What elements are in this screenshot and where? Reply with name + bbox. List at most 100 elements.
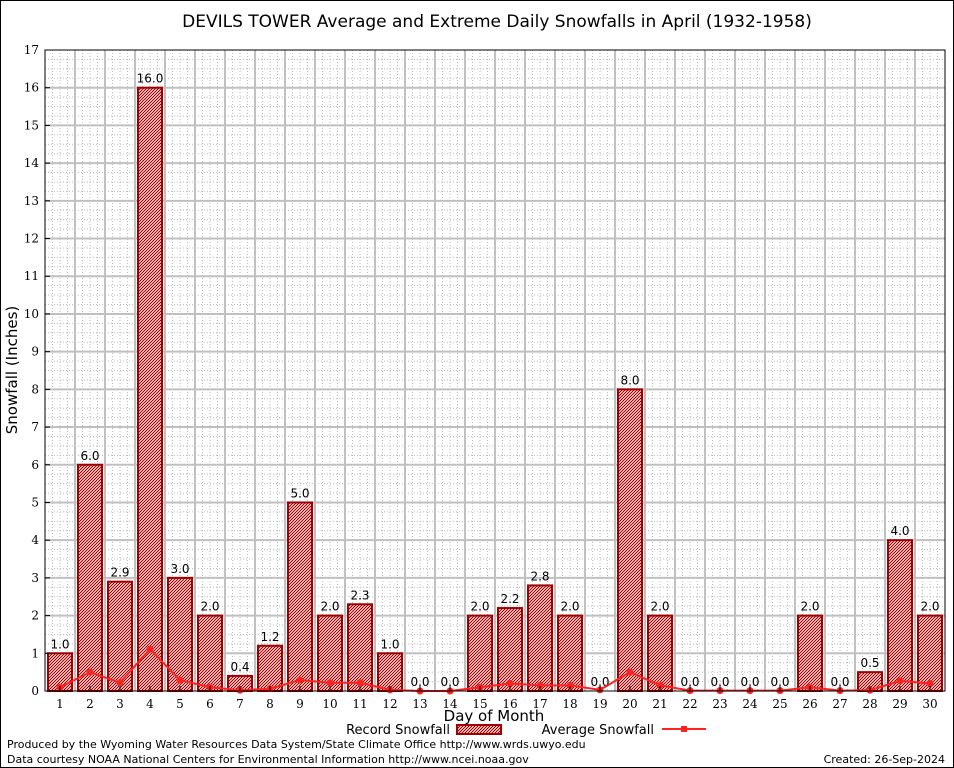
bar-value-label: 6.0 — [80, 449, 99, 463]
bar-value-label: 2.8 — [530, 569, 549, 583]
record-bar — [527, 584, 553, 692]
y-tick-label: 9 — [31, 345, 39, 359]
y-axis-label: Snowfall (Inches) — [3, 306, 21, 434]
bar-value-label: 2.2 — [500, 592, 519, 606]
bar-value-label: 3.0 — [170, 562, 189, 576]
record-bar — [377, 652, 403, 693]
x-tick-label: 20 — [622, 697, 637, 711]
bar-value-label: 0.0 — [710, 675, 729, 689]
bar-value-label: 2.0 — [920, 600, 939, 614]
x-tick-label: 26 — [802, 697, 817, 711]
plot-frame — [44, 49, 946, 692]
bar-value-label: 0.0 — [680, 675, 699, 689]
y-tick-label: 5 — [31, 495, 39, 509]
record-bar — [467, 614, 493, 693]
bar-value-label: 0.0 — [410, 675, 429, 689]
y-tick-label: 16 — [24, 81, 39, 95]
bar-value-label: 0.4 — [230, 660, 249, 674]
record-bar — [167, 576, 193, 692]
average-point — [146, 645, 154, 653]
x-tick-label: 10 — [322, 697, 337, 711]
record-bar — [287, 501, 313, 692]
x-tick-label: 5 — [176, 697, 184, 711]
bar-value-label: 0.0 — [770, 675, 789, 689]
record-bar — [77, 463, 103, 692]
average-point — [896, 677, 904, 685]
legend: Record Snowfall Average Snowfall — [346, 723, 706, 738]
x-tick-label: 28 — [862, 697, 877, 711]
average-point — [926, 679, 934, 687]
average-point — [116, 679, 124, 687]
bar-value-label: 0.0 — [740, 675, 759, 689]
x-tick-label: 29 — [892, 697, 907, 711]
record-bar — [617, 388, 643, 692]
legend-record-swatch — [456, 724, 502, 735]
x-tick-label: 14 — [442, 697, 458, 711]
record-bar — [497, 607, 523, 692]
y-tick-label: 12 — [24, 232, 39, 246]
average-point — [176, 676, 184, 684]
average-polyline — [59, 647, 931, 692]
record-bar — [197, 614, 223, 693]
legend-average-label: Average Snowfall — [542, 723, 654, 738]
average-point — [626, 668, 634, 676]
x-tick-label: 25 — [772, 697, 787, 711]
record-bar — [557, 614, 583, 693]
bar-value-label: 2.0 — [200, 600, 219, 614]
y-tick-label: 17 — [24, 43, 39, 57]
average-line — [56, 645, 934, 695]
x-tick-label: 8 — [266, 697, 274, 711]
y-tick-label: 10 — [24, 307, 39, 321]
y-tick-label: 14 — [24, 156, 40, 170]
record-bar — [887, 539, 913, 692]
x-tick-label: 27 — [832, 697, 847, 711]
average-point — [296, 676, 304, 684]
footer-data-courtesy: Data courtesy NOAA National Centers for … — [7, 753, 529, 766]
bar-value-label: 2.0 — [470, 600, 489, 614]
average-point — [536, 681, 544, 689]
x-tick-label: 2 — [86, 697, 94, 711]
x-tick-label: 18 — [562, 697, 577, 711]
y-tick-label: 7 — [31, 420, 39, 434]
bar-value-label: 0.0 — [440, 675, 459, 689]
bar-value-label: 2.0 — [320, 600, 339, 614]
bar-value-label: 2.9 — [110, 566, 129, 580]
x-tick-label: 16 — [502, 697, 517, 711]
legend-record-label: Record Snowfall — [346, 723, 450, 738]
average-point — [326, 679, 334, 687]
average-point — [656, 681, 664, 689]
x-tick-label: 11 — [352, 697, 367, 711]
x-tick-label: 30 — [922, 697, 937, 711]
bar-value-label: 1.2 — [260, 630, 279, 644]
x-tick-label: 3 — [116, 697, 124, 711]
bar-value-label: 0.0 — [590, 675, 609, 689]
average-point — [566, 681, 574, 689]
x-tick-label: 9 — [296, 697, 304, 711]
y-tick-label: 3 — [31, 571, 39, 585]
record-bar — [137, 86, 163, 693]
x-tick-label: 12 — [382, 697, 397, 711]
bar-value-label: 2.0 — [560, 600, 579, 614]
y-tick-label: 2 — [31, 609, 39, 623]
x-tick-label: 15 — [472, 697, 487, 711]
record-bar — [317, 614, 343, 693]
bar-value-label: 2.0 — [650, 600, 669, 614]
x-tick-label: 1 — [56, 697, 64, 711]
x-tick-label: 4 — [146, 697, 154, 711]
record-bar — [647, 614, 673, 693]
record-bar — [347, 603, 373, 693]
bar-value-label: 16.0 — [137, 72, 164, 86]
x-tick-label: 24 — [742, 697, 758, 711]
average-point — [356, 679, 364, 687]
footer-produced-by: Produced by the Wyoming Water Resources … — [7, 738, 586, 751]
y-tick-label: 11 — [24, 269, 39, 283]
x-tick-label: 17 — [532, 697, 547, 711]
bar-value-label: 0.0 — [830, 675, 849, 689]
y-tick-label: 4 — [31, 533, 39, 547]
x-axis-label: Day of Month — [444, 707, 545, 725]
bar-value-label: 8.0 — [620, 373, 639, 387]
average-point — [86, 668, 94, 676]
footer-created: Created: 26-Sep-2024 — [824, 753, 945, 766]
